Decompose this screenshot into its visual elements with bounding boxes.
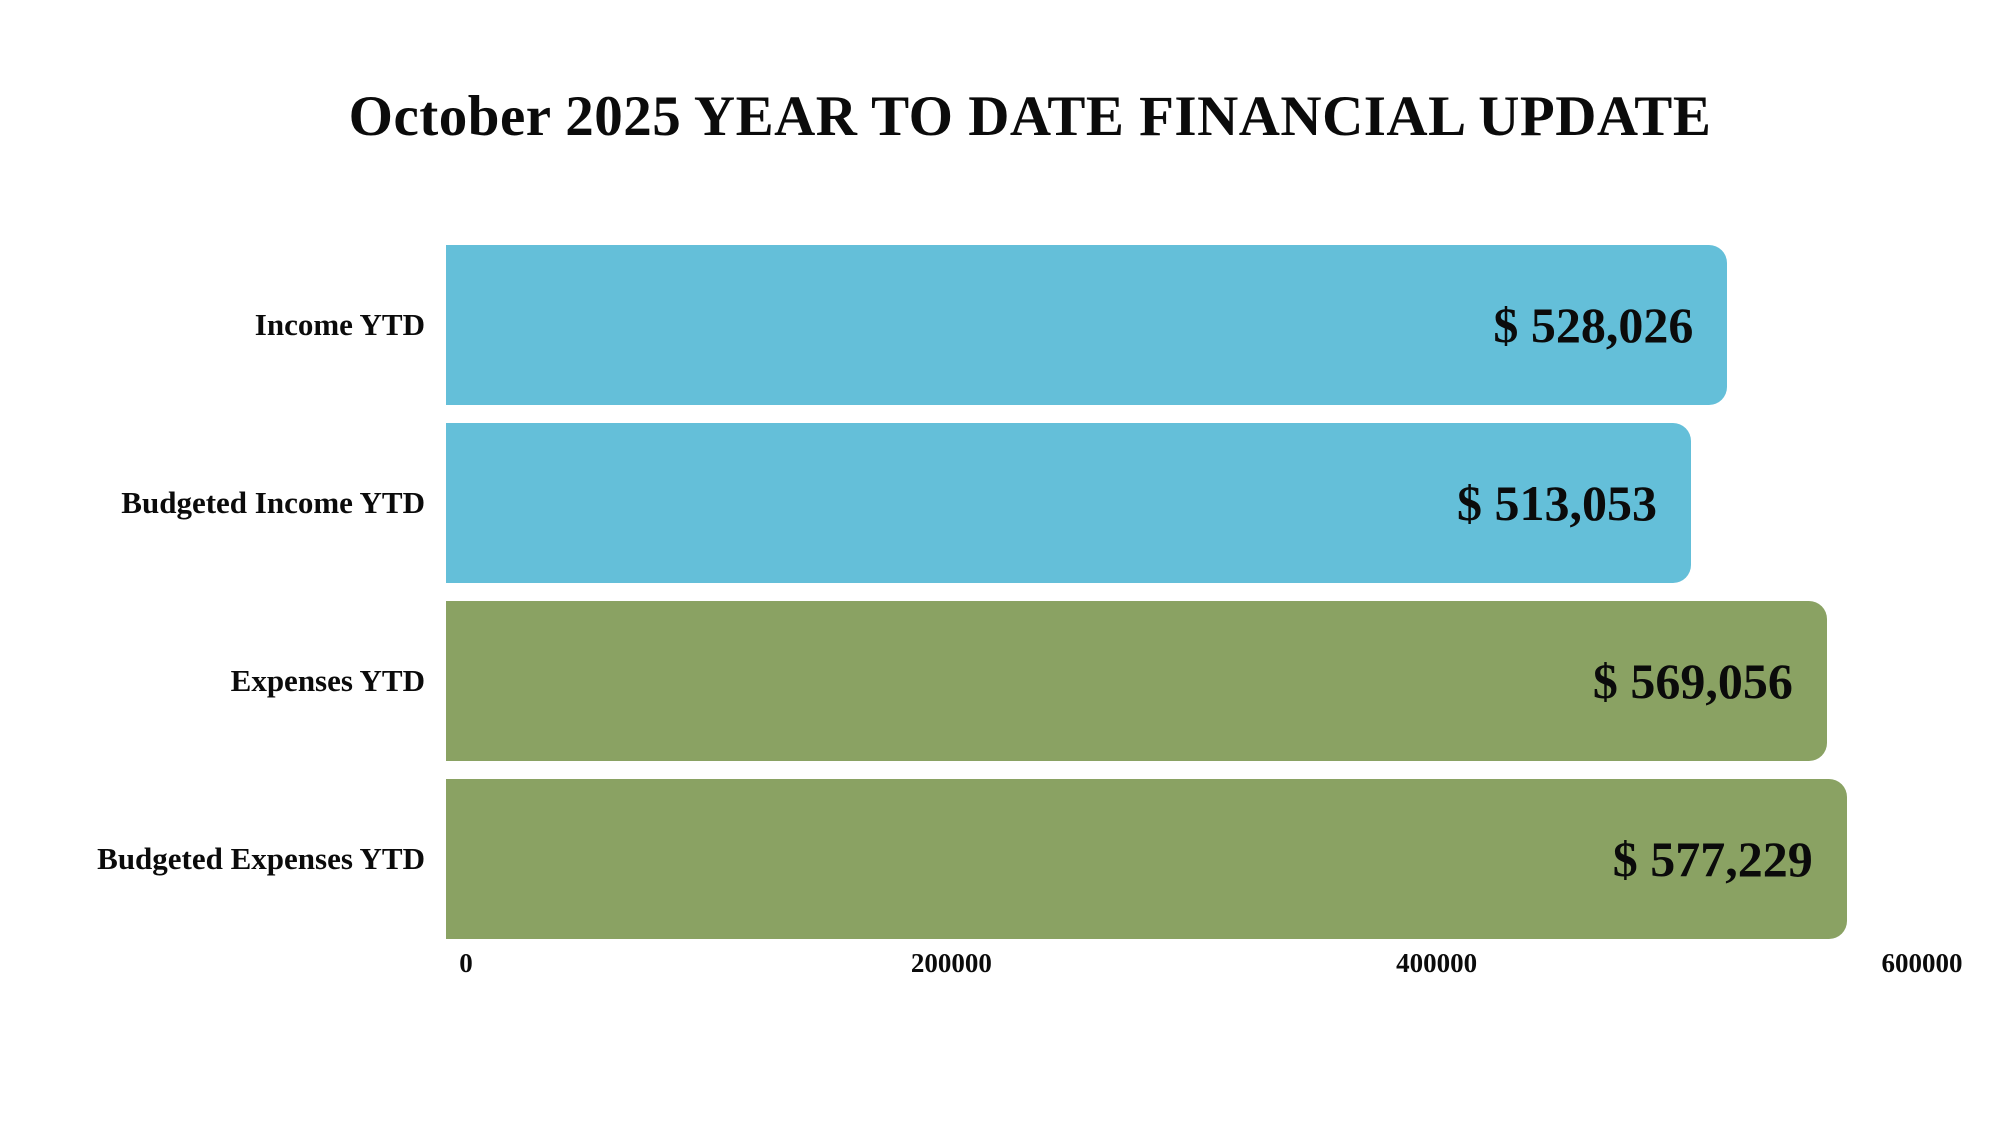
bar-row-income-ytd: Income YTD $ 528,026	[0, 245, 2000, 405]
bar-track: $ 513,053	[446, 423, 1902, 583]
bar-value-budgeted-expenses-ytd: $ 577,229	[1612, 831, 1813, 887]
chart-title: October 2025 YEAR TO DATE FINANCIAL UPDA…	[348, 85, 1712, 148]
bar-row-budgeted-expenses-ytd: Budgeted Expenses YTD $ 577,229	[0, 779, 2000, 939]
bar-value-budgeted-income-ytd: $ 513,053	[1457, 475, 1657, 531]
bar-chart: Income YTD $ 528,026 Budgeted Income YTD…	[0, 245, 2000, 957]
bar-track: $ 528,026	[446, 245, 1902, 405]
x-axis-tick-400000: 400000	[1396, 948, 1478, 978]
x-axis-tick-0: 0	[459, 948, 473, 978]
bar-income-ytd: $ 528,026	[446, 245, 1728, 405]
category-label-budgeted-expenses-ytd: Budgeted Expenses YTD	[97, 841, 425, 876]
x-axis-tick-600000: 600000	[1881, 948, 1963, 978]
x-axis: 0 200000 400000 600000	[459, 948, 1962, 988]
bar-row-expenses-ytd: Expenses YTD $ 569,056	[0, 601, 2000, 761]
bar-budgeted-expenses-ytd: $ 577,229	[446, 779, 1847, 939]
bar-budgeted-income-ytd: $ 513,053	[446, 423, 1691, 583]
bar-value-income-ytd: $ 528,026	[1493, 297, 1694, 353]
category-label-budgeted-income-ytd: Budgeted Income YTD	[121, 485, 425, 520]
bar-track: $ 569,056	[446, 601, 1902, 761]
bar-expenses-ytd: $ 569,056	[446, 601, 1827, 761]
bar-track: $ 577,229	[446, 779, 1902, 939]
category-label-expenses-ytd: Expenses YTD	[230, 663, 425, 698]
bar-value-expenses-ytd: $ 569,056	[1592, 653, 1793, 709]
x-axis-tick-200000: 200000	[910, 948, 992, 978]
category-label-income-ytd: Income YTD	[254, 307, 425, 342]
bar-row-budgeted-income-ytd: Budgeted Income YTD $ 513,053	[0, 423, 2000, 583]
